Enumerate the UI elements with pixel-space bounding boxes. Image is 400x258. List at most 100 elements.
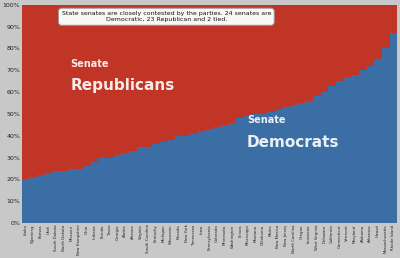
Bar (366, 66, 374, 223)
Text: Republicans: Republicans (70, 78, 175, 93)
Bar (275, 110, 282, 223)
Bar (213, 127, 221, 223)
Bar (229, 123, 236, 223)
Bar (344, 5, 351, 77)
Bar (259, 5, 267, 114)
Bar (76, 168, 83, 223)
Text: Senate: Senate (247, 116, 286, 125)
Bar (305, 101, 313, 223)
Bar (344, 77, 351, 223)
Bar (160, 5, 167, 142)
Bar (321, 92, 328, 223)
Bar (221, 125, 229, 223)
Bar (374, 5, 382, 59)
Bar (183, 5, 190, 136)
Bar (336, 81, 344, 223)
Bar (390, 5, 397, 33)
Bar (52, 171, 60, 223)
Bar (275, 5, 282, 110)
Bar (114, 5, 121, 155)
Bar (121, 153, 129, 223)
Bar (336, 5, 344, 81)
Bar (382, 5, 390, 49)
Bar (152, 144, 160, 223)
Bar (190, 134, 198, 223)
Bar (98, 5, 106, 158)
Bar (252, 5, 259, 114)
Bar (152, 5, 160, 144)
Bar (129, 151, 137, 223)
Bar (236, 5, 244, 118)
Bar (252, 114, 259, 223)
Bar (198, 131, 206, 223)
Bar (68, 168, 76, 223)
Bar (244, 116, 252, 223)
Bar (114, 155, 121, 223)
Bar (298, 103, 305, 223)
Text: State senates are closely contested by the parties. 24 senates are
Democratic, 2: State senates are closely contested by t… (62, 11, 271, 22)
Bar (106, 5, 114, 158)
Bar (305, 5, 313, 101)
Bar (45, 173, 52, 223)
Bar (328, 5, 336, 86)
Bar (83, 166, 91, 223)
Bar (76, 5, 83, 168)
Bar (144, 147, 152, 223)
Bar (129, 5, 137, 151)
Bar (229, 5, 236, 123)
Bar (98, 158, 106, 223)
Bar (366, 5, 374, 66)
Bar (160, 142, 167, 223)
Bar (390, 33, 397, 223)
Bar (91, 162, 98, 223)
Bar (22, 179, 30, 223)
Bar (236, 118, 244, 223)
Bar (52, 5, 60, 171)
Bar (183, 136, 190, 223)
Bar (298, 5, 305, 103)
Bar (374, 59, 382, 223)
Bar (321, 5, 328, 92)
Bar (259, 114, 267, 223)
Bar (30, 5, 37, 177)
Bar (37, 5, 45, 175)
Bar (282, 5, 290, 107)
Bar (359, 5, 366, 70)
Bar (359, 70, 366, 223)
Bar (144, 5, 152, 147)
Bar (167, 140, 175, 223)
Bar (244, 5, 252, 116)
Bar (206, 5, 213, 129)
Text: Democrats: Democrats (247, 135, 340, 150)
Bar (351, 75, 359, 223)
Bar (282, 107, 290, 223)
Bar (290, 5, 298, 105)
Bar (137, 147, 144, 223)
Bar (175, 136, 183, 223)
Bar (190, 5, 198, 134)
Bar (37, 175, 45, 223)
Bar (206, 129, 213, 223)
Bar (45, 5, 52, 173)
Bar (382, 49, 390, 223)
Bar (175, 5, 183, 136)
Bar (313, 5, 321, 96)
Bar (167, 5, 175, 140)
Bar (106, 158, 114, 223)
Bar (198, 5, 206, 131)
Bar (60, 171, 68, 223)
Bar (60, 5, 68, 171)
Bar (68, 5, 76, 168)
Bar (83, 5, 91, 166)
Bar (121, 5, 129, 153)
Bar (221, 5, 229, 125)
Bar (267, 112, 275, 223)
Text: Senate: Senate (70, 59, 109, 69)
Bar (137, 5, 144, 147)
Bar (328, 86, 336, 223)
Bar (91, 5, 98, 162)
Bar (22, 5, 30, 179)
Bar (351, 5, 359, 75)
Bar (30, 177, 37, 223)
Bar (267, 5, 275, 112)
